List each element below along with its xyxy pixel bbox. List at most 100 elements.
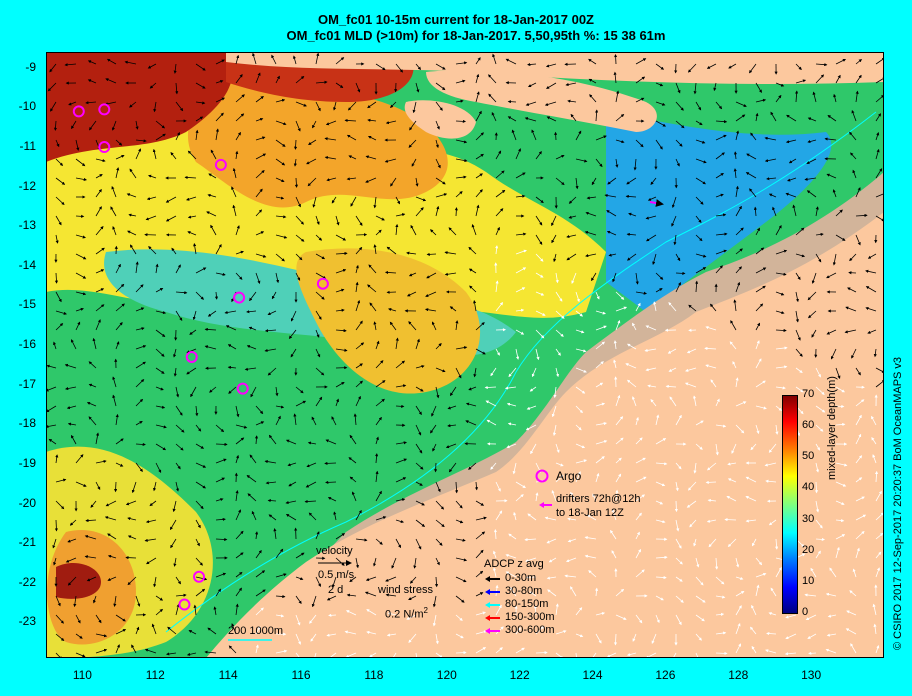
current-vector [290,310,297,322]
current-vector [545,63,557,68]
current-vector [214,291,219,300]
current-vector [447,424,457,428]
current-vector [495,348,500,356]
current-vector [335,268,347,274]
current-vector [215,272,226,276]
current-vector [255,272,261,285]
current-vector [566,234,577,239]
current-vector [635,416,639,426]
argo-legend-marker [535,469,549,483]
current-vector [55,177,66,185]
current-vector [807,139,817,144]
current-vector [114,481,118,493]
current-vector [632,396,637,407]
current-vector [567,99,577,103]
current-vector [475,57,481,65]
current-vector [153,101,157,113]
current-vector [85,518,97,523]
current-vector [675,281,681,293]
current-vector [515,249,527,255]
current-vector [155,348,165,357]
current-vector [835,234,846,241]
lon-tick-label: 120 [436,668,457,682]
current-vector [775,249,788,255]
current-vector [835,500,845,505]
current-vector [535,151,542,160]
current-vector [606,210,617,217]
current-vector [275,386,279,397]
current-vector [835,422,846,427]
mld-orange-north [187,82,448,208]
current-vector [195,82,206,89]
current-vector [410,224,417,236]
current-vector [175,443,184,451]
current-vector [695,443,703,450]
current-vector [855,399,865,407]
current-vector [315,291,325,300]
current-vector [795,291,799,303]
adcp-legend-arrow [485,576,500,582]
current-vector [395,360,406,369]
current-vector [449,306,457,312]
current-vector [408,272,417,277]
current-vector [650,177,657,186]
current-vector [435,367,446,373]
current-vector [346,134,357,141]
colorbar-tick-label: 10 [802,574,815,587]
current-vector [215,442,228,446]
current-vector [95,432,100,445]
current-vector [95,459,107,464]
current-vector [95,288,105,293]
current-vector [275,177,285,182]
current-vector [215,112,224,122]
current-vector [484,385,497,390]
current-vector [815,500,820,513]
current-vector [306,462,317,468]
current-vector [355,82,361,93]
current-vector [175,405,183,416]
current-vector [415,443,423,454]
current-vector [735,227,744,236]
current-vector [815,367,821,378]
current-vector [95,319,101,331]
current-vector [768,519,777,526]
current-vector [435,519,445,528]
current-vector [375,360,384,369]
current-vector [315,329,320,338]
current-vector [355,281,359,293]
current-vector [255,188,263,198]
current-vector [232,204,237,217]
current-vector [675,101,684,111]
current-vector [575,348,587,353]
current-vector [127,535,137,540]
current-vector [448,462,457,473]
current-vector [375,380,386,388]
current-vector [488,74,497,84]
current-vector [469,285,477,293]
current-vector [755,358,762,369]
current-vector [267,498,277,503]
current-vector [412,101,417,114]
current-vector [455,519,464,524]
current-vector [295,253,303,261]
current-vector [795,367,803,373]
current-vector [255,253,267,258]
current-vector [395,458,408,464]
current-vector [552,424,557,436]
adcp-legend-label: 30-80m [505,585,543,597]
current-vector [187,231,197,236]
current-vector [75,234,86,239]
current-vector [444,272,457,276]
current-vector [105,78,117,84]
current-vector [64,63,77,67]
current-vector [626,379,637,388]
current-vector [806,158,817,164]
current-vector [827,115,837,122]
current-vector [89,120,97,131]
current-vector [468,386,477,391]
current-vector [785,139,797,144]
current-vector [595,341,606,350]
current-vector [815,405,826,413]
current-vector [531,129,537,141]
current-vector [55,139,60,148]
